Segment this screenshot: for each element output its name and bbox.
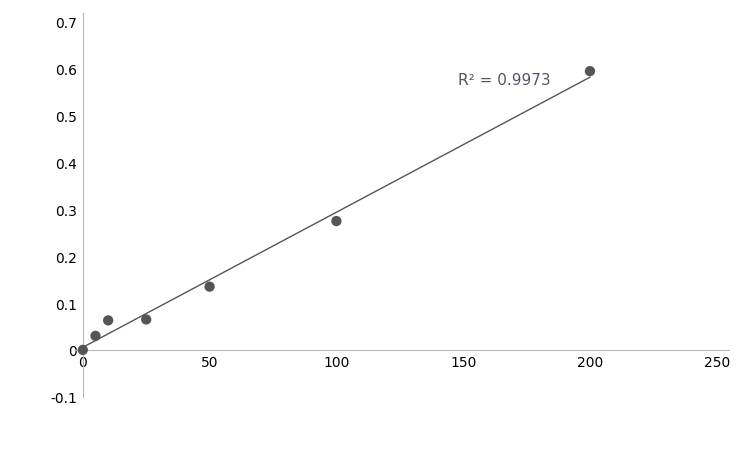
Point	[77, 346, 89, 354]
Text: R² = 0.9973: R² = 0.9973	[458, 73, 550, 87]
Point	[204, 283, 216, 290]
Point	[140, 316, 152, 323]
Point	[89, 332, 102, 340]
Point	[584, 69, 596, 76]
Point	[330, 218, 342, 225]
Point	[102, 317, 114, 324]
